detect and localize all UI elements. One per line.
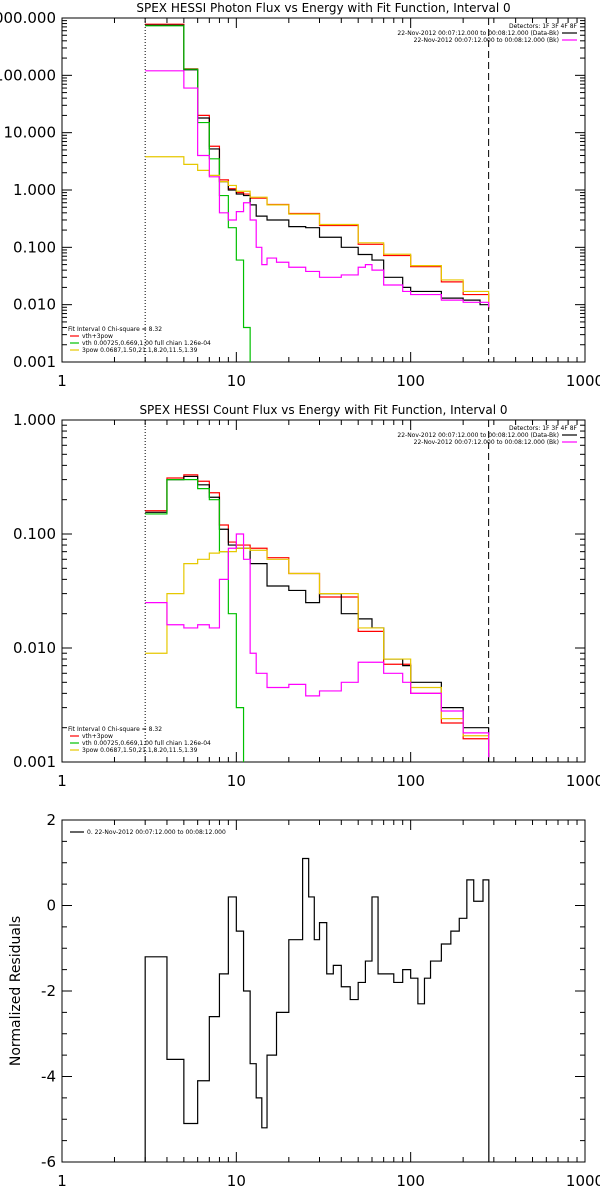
chart1-legend-left-header: Fit Interval 0 Chi-square = 8.32	[68, 326, 162, 333]
chart2-legend-right-header: Detectors: 1F 3F 4F 8F	[509, 425, 578, 432]
chart1-x-tick-label: 100	[396, 372, 425, 390]
chart3-y-tick-label: -2	[41, 982, 56, 1000]
chart1-x-tick-label: 1	[57, 372, 67, 390]
chart3-y-tick-label: -6	[41, 1153, 56, 1171]
chart1-legend-left-entry: 3pow 0.0687,1.50,21.1,8.20,11.5,1.39	[82, 347, 198, 354]
chart2-x-tick-label: 10	[227, 772, 246, 790]
chart3-y-axis-label: Normalized Residuals	[8, 916, 24, 1066]
chart1-series-1	[145, 23, 490, 309]
chart2-x-tick-label: 1	[57, 772, 67, 790]
chart2-x-tick-label: 100	[396, 772, 425, 790]
chart1-y-tick-label: 1000.000	[0, 9, 56, 27]
chart1-frame	[61, 17, 586, 363]
chart2-legend-right-entry: 22-Nov-2012 00:07:12.000 to 00:08:12.000…	[414, 439, 559, 446]
chart1-series-5	[145, 70, 490, 308]
chart3-y-tick-label: 2	[46, 811, 56, 829]
chart1-y-tick-label: 0.010	[13, 296, 56, 314]
chart2-series-4	[145, 547, 490, 753]
chart3-legend-left-entry: 0. 22-Nov-2012 00:07:12.000 to 00:08:12.…	[87, 829, 226, 836]
chart2-y-tick-label: 1.000	[13, 411, 56, 429]
chart3-series-1	[144, 857, 490, 1162]
chart1-x-tick-label: 1000	[566, 372, 600, 390]
chart2-legend-left-entry: vth+3pow	[82, 733, 113, 740]
chart1-legend-left-entry: vth+3pow	[82, 333, 113, 340]
chart2-series-3	[145, 479, 245, 762]
chart1-y-tick-label: 1.000	[13, 181, 56, 199]
chart1-legend-right-header: Detectors: 1F 3F 4F 8F	[509, 23, 578, 30]
chart1-title: SPEX HESSI Photon Flux vs Energy with Fi…	[136, 1, 510, 15]
chart1-y-tick-label: 0.001	[13, 353, 56, 371]
chart1-legend-right-entry: 22-Nov-2012 00:07:12.000 to 00:08:12.000…	[414, 37, 559, 44]
chart3-y-tick-label: 0	[46, 897, 56, 915]
chart1-y-tick-label: 10.000	[4, 124, 57, 142]
chart1-y-tick-label: 0.100	[13, 238, 56, 256]
chart1-y-tick-label: 100.000	[0, 66, 56, 84]
chart2-x-tick-label: 1000	[566, 772, 600, 790]
chart2-series-5	[145, 533, 490, 758]
chart2-frame	[61, 419, 586, 763]
chart2-title: SPEX HESSI Count Flux vs Energy with Fit…	[139, 403, 507, 417]
chart2-y-tick-label: 0.100	[13, 525, 56, 543]
chart3-y-tick-label: -4	[41, 1068, 56, 1086]
chart1-legend-left-entry: vth 0.00725,0.669,1.00 full chian 1.26e-…	[82, 340, 211, 347]
chart2-legend-left-entry: vth 0.00725,0.669,1.00 full chian 1.26e-…	[82, 740, 211, 747]
chart3-x-tick-label: 1	[57, 1172, 67, 1190]
chart2-legend-right-entry: 22-Nov-2012 00:07:12.000 to 00:08:12.000…	[397, 432, 559, 439]
chart2-series-1	[145, 474, 490, 758]
chart2-series-2	[145, 475, 490, 762]
chart2-legend-left-entry: 3pow 0.0687,1.50,21.1,8.20,11.5,1.39	[82, 747, 198, 754]
chart3-x-tick-label: 1000	[566, 1172, 600, 1190]
chart1-legend-right-entry: 22-Nov-2012 00:07:12.000 to 00:08:12.000…	[397, 30, 559, 37]
chart2-legend-left-header: Fit Interval 0 Chi-square = 8.32	[68, 726, 162, 733]
chart3-x-tick-label: 100	[396, 1172, 425, 1190]
chart3-frame	[61, 819, 586, 1163]
chart1-x-tick-label: 10	[227, 372, 246, 390]
chart1-series-2	[145, 24, 490, 309]
chart3-x-tick-label: 10	[227, 1172, 246, 1190]
chart1-series-3	[145, 25, 251, 362]
chart2-y-tick-label: 0.010	[13, 639, 56, 657]
chart1-series-4	[145, 156, 490, 308]
chart2-y-tick-label: 0.001	[13, 753, 56, 771]
